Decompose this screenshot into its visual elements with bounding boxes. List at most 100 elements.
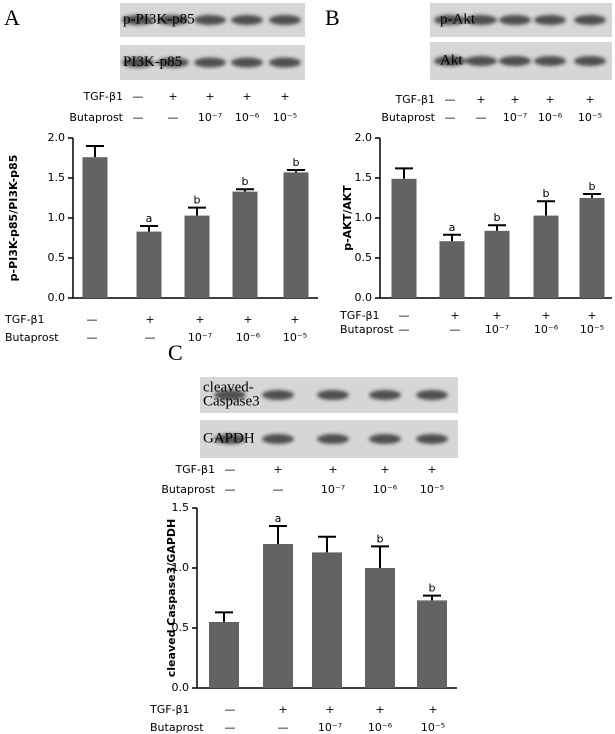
blot-band [499,56,531,66]
treatment-level: + [380,463,389,476]
treatment-level: 10⁻⁶ [534,323,559,336]
treatment-level: + [476,93,485,106]
y-tick-label: 2.0 [355,131,373,144]
bar [533,215,559,298]
treatment-level: 10⁻⁶ [538,111,563,124]
treatment-level: — [225,463,236,476]
blot-band [157,15,189,25]
treatment-level: + [585,93,594,106]
blot-band [317,390,349,400]
treatment-name: TGF-β1 [149,703,190,716]
y-tick-label: 1.5 [48,171,66,184]
treatment-level: — [450,323,461,336]
blot-label: cleaved- [203,379,254,395]
treatment-name: Butaprost [150,721,204,734]
blot-band [534,15,566,25]
blot-band [231,15,263,25]
treatment-level: 10⁻⁷ [503,111,527,124]
treatment-level: + [375,703,384,716]
blot-label: p-PI3K-p85 [123,11,195,27]
y-tick-label: 0.0 [355,291,373,304]
treatment-level: — [133,111,144,124]
blot-label: Akt [440,52,463,68]
bar [283,172,309,298]
y-axis-label: cleaved Caspase3/GAPDH [165,519,178,677]
treatment-level: + [328,463,337,476]
treatment-name: TGF-β1 [394,93,435,106]
significance-label: b [194,194,201,207]
bar [439,241,465,298]
treatment-level: + [145,313,154,326]
bar [417,600,447,688]
treatment-level: + [510,93,519,106]
bar [184,215,210,298]
treatment-level: — [225,721,236,734]
y-tick-label: 1.0 [48,211,66,224]
treatment-level: + [450,309,459,322]
significance-label: b [589,180,596,193]
treatment-level: 10⁻⁷ [321,483,345,496]
treatment-level: — [476,111,487,124]
bar [263,544,293,688]
treatment-level: 10⁻⁷ [318,721,342,734]
blot-band [574,56,606,66]
treatment-level: + [168,90,177,103]
y-tick-label: 2.0 [48,131,66,144]
blot-band [465,56,497,66]
blot-band [416,390,448,400]
treatment-level: + [243,313,252,326]
treatment-name: TGF-β1 [174,463,215,476]
treatment-level: — [445,111,456,124]
y-tick-label: 1.0 [355,211,373,224]
blot-band [122,15,154,25]
blot-label: GAPDH [203,430,255,446]
significance-label: a [449,221,456,234]
y-tick-label: 0.5 [172,621,190,634]
y-tick-label: 0.0 [172,681,190,694]
panel-label: B [325,5,340,30]
treatment-level: — [399,309,410,322]
y-tick-label: 1.5 [172,501,190,514]
treatment-level: + [587,309,596,322]
bar [209,622,239,688]
blot-band [269,57,301,68]
treatment-level: — [87,313,98,326]
treatment-level: 10⁻⁵ [578,111,602,124]
treatment-name: TGF-β1 [339,309,380,322]
y-tick-label: 1.5 [355,171,373,184]
treatment-level: — [399,323,410,336]
bar [579,198,605,298]
treatment-level: + [242,90,251,103]
blot-band [157,57,189,68]
blot-band [214,434,246,444]
blot-band [262,390,294,400]
y-tick-label: 0.5 [48,251,66,264]
blot-band [465,15,497,25]
treatment-level: + [195,313,204,326]
treatment-name: Butaprost [161,483,215,496]
treatment-name: Butaprost [69,111,123,124]
treatment-level: — [168,111,179,124]
significance-label: b [377,532,384,545]
blot-label: p-Akt [440,11,476,27]
bar [391,178,417,298]
treatment-level: — [87,331,98,344]
treatment-level: 10⁻⁶ [373,483,398,496]
treatment-level: 10⁻⁵ [283,331,307,344]
treatment-level: 10⁻⁵ [421,721,445,734]
treatment-level: + [492,309,501,322]
panel-label: C [168,340,183,365]
bar [312,552,342,688]
treatment-name: TGF-β1 [4,313,45,326]
blot-band [122,57,154,68]
treatment-level: 10⁻⁵ [420,483,444,496]
blot-band [369,390,401,400]
treatment-name: Butaprost [5,331,59,344]
treatment-level: + [428,703,437,716]
y-axis-label: p-PI3K-p85/PI3K-p85 [7,155,20,282]
blot-label: Caspase3 [203,393,260,409]
treatment-level: + [278,703,287,716]
treatment-name: TGF-β1 [82,90,123,103]
bar [365,568,395,688]
treatment-level: — [133,90,144,103]
